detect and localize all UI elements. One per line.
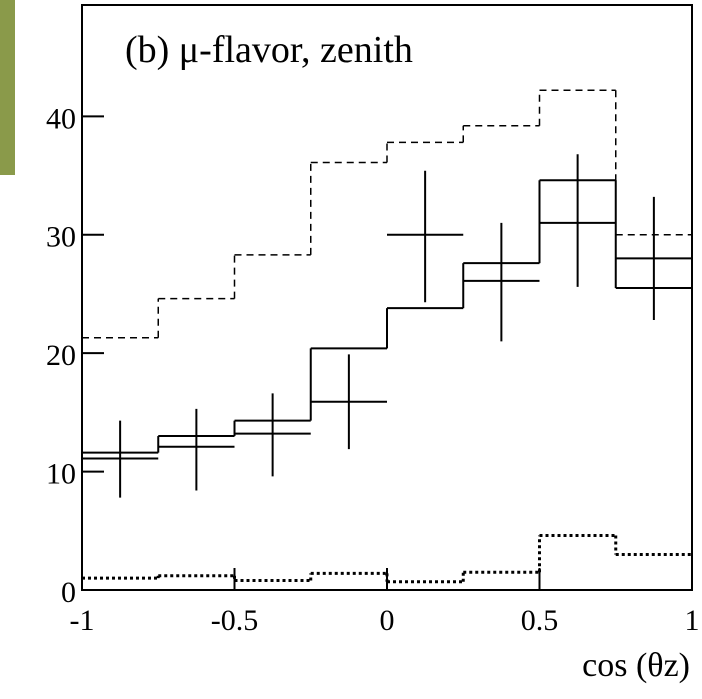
plot-frame [81,4,693,591]
x-tick-label: 0.5 [521,604,559,637]
y-tick-label: 20 [46,339,76,372]
x-tick-label: 1 [685,604,700,637]
y-tick-label: 0 [61,576,76,609]
y-tick-label: 10 [46,458,76,491]
annotation: (b) μ-flavor, zenith [125,29,413,71]
thumbnail-edge [0,0,15,175]
x-tick-label: 0 [380,604,395,637]
x-axis-label: cos (θz) [582,647,690,684]
x-tick-label: -0.5 [211,604,259,637]
y-tick-label: 40 [46,102,76,135]
x-tick-label: -1 [70,604,95,637]
y-tick-label: 30 [46,221,76,254]
